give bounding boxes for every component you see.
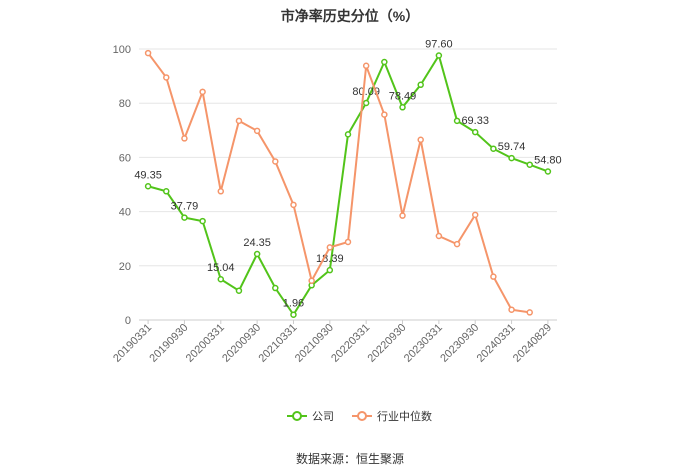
- data-label: 97.60: [425, 39, 453, 51]
- data-point: [253, 127, 261, 135]
- data-point: [235, 117, 243, 125]
- data-label: 69.33: [461, 115, 489, 127]
- data-point: [272, 158, 279, 165]
- data-point: [235, 287, 243, 294]
- data-label: 24.35: [243, 237, 271, 249]
- data-point: [362, 62, 370, 70]
- data-point: [417, 81, 424, 89]
- data-point: [417, 136, 424, 144]
- data-point: [290, 311, 297, 318]
- data-label: 37.79: [171, 201, 199, 213]
- data-point: [326, 266, 334, 274]
- data-point: [362, 99, 370, 107]
- data-point: [217, 188, 225, 195]
- data-point: [435, 52, 443, 59]
- data-point: [526, 309, 533, 316]
- x-tick-label: 20240829: [511, 322, 554, 365]
- data-point: [326, 244, 334, 251]
- data-point: [290, 201, 297, 209]
- x-tick-label: 20190331: [111, 322, 154, 365]
- data-point: [381, 111, 388, 118]
- x-tick-label: 20230930: [438, 322, 481, 365]
- y-tick-label: 40: [119, 207, 131, 219]
- data-source: 数据来源：恒生聚源: [295, 452, 404, 466]
- x-tick-label: 20230331: [402, 322, 445, 365]
- data-label: 78.49: [389, 90, 417, 102]
- data-point: [181, 214, 188, 221]
- data-point: [453, 240, 461, 248]
- data-point: [471, 128, 479, 136]
- data-point: [453, 117, 461, 125]
- y-tick-label: 20: [119, 261, 131, 273]
- data-point: [217, 275, 225, 283]
- data-point: [508, 306, 515, 313]
- y-tick-label: 100: [113, 44, 131, 56]
- legend-marker-1: [357, 411, 367, 421]
- data-point: [490, 273, 497, 280]
- data-point: [508, 154, 515, 162]
- data-point: [308, 277, 315, 284]
- data-point: [490, 145, 497, 152]
- legend-label: 行业中位数: [377, 409, 432, 423]
- data-point: [181, 135, 188, 142]
- y-tick-label: 0: [125, 315, 131, 327]
- data-point: [253, 250, 261, 258]
- legend-marker-0: [292, 411, 302, 421]
- data-point: [199, 217, 206, 225]
- legend-label: 公司: [312, 411, 334, 423]
- data-point: [399, 104, 406, 111]
- data-point: [199, 88, 206, 96]
- data-label: 59.74: [498, 141, 526, 153]
- chart-title: 市净率历史分位（%）: [280, 8, 420, 24]
- data-point: [272, 284, 279, 292]
- data-point: [344, 238, 352, 246]
- x-tick-label: 20190930: [147, 322, 190, 365]
- data-point: [381, 58, 388, 66]
- data-label: 18.39: [316, 253, 344, 265]
- data-point: [399, 212, 406, 219]
- x-tick-label: 20220331: [329, 322, 372, 365]
- data-point: [163, 188, 170, 195]
- x-tick-label: 20210331: [256, 322, 299, 365]
- data-point: [163, 74, 170, 81]
- x-tick-label: 20240331: [475, 322, 518, 365]
- data-label: 49.35: [134, 169, 162, 181]
- x-tick-label: 20220930: [366, 322, 409, 365]
- data-point: [344, 131, 352, 138]
- data-point: [526, 161, 533, 168]
- data-label: 1.96: [283, 298, 304, 310]
- data-point: [544, 168, 552, 175]
- data-point: [435, 232, 443, 240]
- data-label: 54.80: [534, 154, 562, 166]
- data-point: [144, 49, 152, 57]
- x-tick-label: 20200331: [184, 322, 227, 365]
- y-tick-label: 60: [119, 152, 131, 164]
- series-line-0: [147, 53, 549, 317]
- data-label: 15.04: [207, 262, 235, 274]
- data-point: [144, 183, 152, 190]
- data-label: 80.09: [352, 86, 380, 98]
- series-line-1: [147, 52, 530, 314]
- data-point: [471, 211, 479, 219]
- x-tick-label: 20210930: [293, 322, 336, 365]
- y-tick-label: 80: [119, 98, 131, 110]
- x-tick-label: 20200930: [220, 322, 263, 365]
